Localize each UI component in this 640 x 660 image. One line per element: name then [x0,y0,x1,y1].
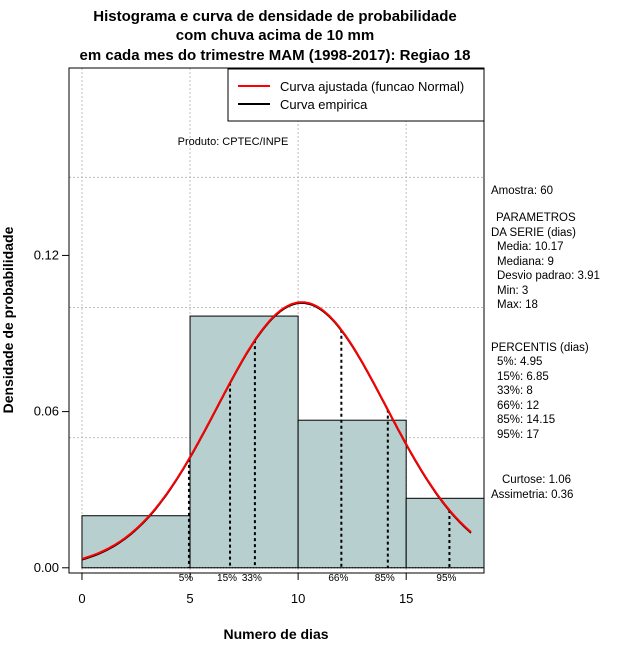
y-tick-label: 0.00 [34,560,59,575]
stat-assimetria: Assimetria: 0.36 [491,489,573,501]
stat-media: Media: 10.17 [497,241,564,253]
y-tick-label: 0.12 [34,247,59,262]
legend-empirical-label: Curva empirica [280,97,368,112]
x-tick-label: 15 [399,591,413,606]
legend: Curva ajustada (funcao Normal) Curva emp… [227,68,485,122]
stat-p15: 15%: 6.85 [497,371,549,383]
stat-curtose: Curtose: 1.06 [502,474,571,486]
chart-title-line-2: com chuva acima de 10 mm [176,27,374,44]
x-tick-label: 0 [78,591,85,606]
histogram-bars [81,315,485,569]
histogram-bar [405,497,485,569]
histogram-bar [297,419,407,569]
histogram-bar [81,515,191,569]
normal-curve-line [81,301,472,560]
percentile-lines: 5% 15% 33% 66% 85% 95% [179,329,457,584]
percentile-label: 66% [328,573,348,584]
percentile-label: 33% [242,573,262,584]
stat-p5: 5%: 4.95 [497,356,542,368]
percentile-label: 15% [217,573,237,584]
legend-box [227,68,485,122]
percentile-label: 5% [179,573,194,584]
stat-p85: 85%: 14.15 [497,414,555,426]
stat-desvio: Desvio padrao: 3.91 [497,270,600,282]
legend-normal-label: Curva ajustada (funcao Normal) [280,79,464,94]
axes: 0 5 10 15 0.00 0.06 0.12 [34,247,414,606]
x-axis-label: Numero de dias [223,626,328,642]
stat-min: Min: 3 [497,285,528,297]
percentile-label: 95% [436,573,456,584]
stat-mediana: Mediana: 9 [497,256,554,268]
stat-p33: 33%: 8 [497,385,533,397]
normal-curve [81,301,472,560]
y-tick-label: 0.06 [34,404,59,419]
stat-p66: 66%: 12 [497,400,539,412]
chart-title-line-1: Histograma e curva de densidade de proba… [93,8,456,25]
percentile-label: 85% [375,573,395,584]
x-tick-label: 10 [291,591,305,606]
histogram-bar [189,315,299,569]
stat-param-title-2: DA SERIE (dias) [491,227,576,239]
stat-param-title-1: PARAMETROS [496,212,576,224]
x-tick-label: 5 [186,591,193,606]
stats-panel: Amostra: 60 PARAMETROS DA SERIE (dias) M… [491,185,600,501]
stat-max: Max: 18 [497,299,538,311]
y-axis-label: Densidade de probabilidade [0,226,16,413]
chart-title-line-3: em cada mes do trimestre MAM (1998-2017)… [80,47,471,64]
stat-pct-title: PERCENTIS (dias) [491,342,589,354]
source-note: Produto: CPTEC/INPE [178,136,289,148]
stat-p95: 95%: 17 [497,429,539,441]
stat-amostra: Amostra: 60 [491,185,553,197]
